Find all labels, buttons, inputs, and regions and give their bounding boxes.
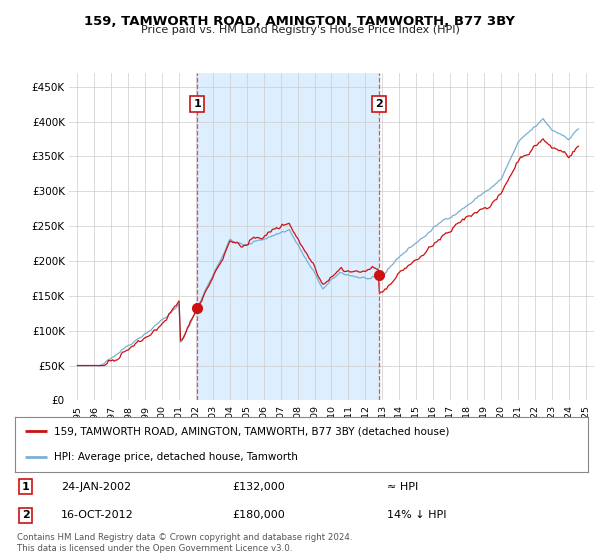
- Text: 2: 2: [375, 99, 383, 109]
- Text: Price paid vs. HM Land Registry's House Price Index (HPI): Price paid vs. HM Land Registry's House …: [140, 25, 460, 35]
- Text: 1: 1: [193, 99, 201, 109]
- Bar: [197, 73, 379, 400]
- Text: 1: 1: [22, 482, 29, 492]
- Text: HPI: Average price, detached house, Tamworth: HPI: Average price, detached house, Tamw…: [54, 452, 298, 461]
- Text: 159, TAMWORTH ROAD, AMINGTON, TAMWORTH, B77 3BY: 159, TAMWORTH ROAD, AMINGTON, TAMWORTH, …: [85, 15, 515, 27]
- Text: £180,000: £180,000: [233, 510, 286, 520]
- Text: Contains HM Land Registry data © Crown copyright and database right 2024.
This d: Contains HM Land Registry data © Crown c…: [17, 533, 352, 553]
- Text: 14% ↓ HPI: 14% ↓ HPI: [388, 510, 447, 520]
- Text: 2: 2: [22, 510, 29, 520]
- Text: 159, TAMWORTH ROAD, AMINGTON, TAMWORTH, B77 3BY (detached house): 159, TAMWORTH ROAD, AMINGTON, TAMWORTH, …: [54, 427, 449, 436]
- Text: 16-OCT-2012: 16-OCT-2012: [61, 510, 134, 520]
- Text: 24-JAN-2002: 24-JAN-2002: [61, 482, 131, 492]
- Text: £132,000: £132,000: [233, 482, 286, 492]
- Text: ≈ HPI: ≈ HPI: [388, 482, 419, 492]
